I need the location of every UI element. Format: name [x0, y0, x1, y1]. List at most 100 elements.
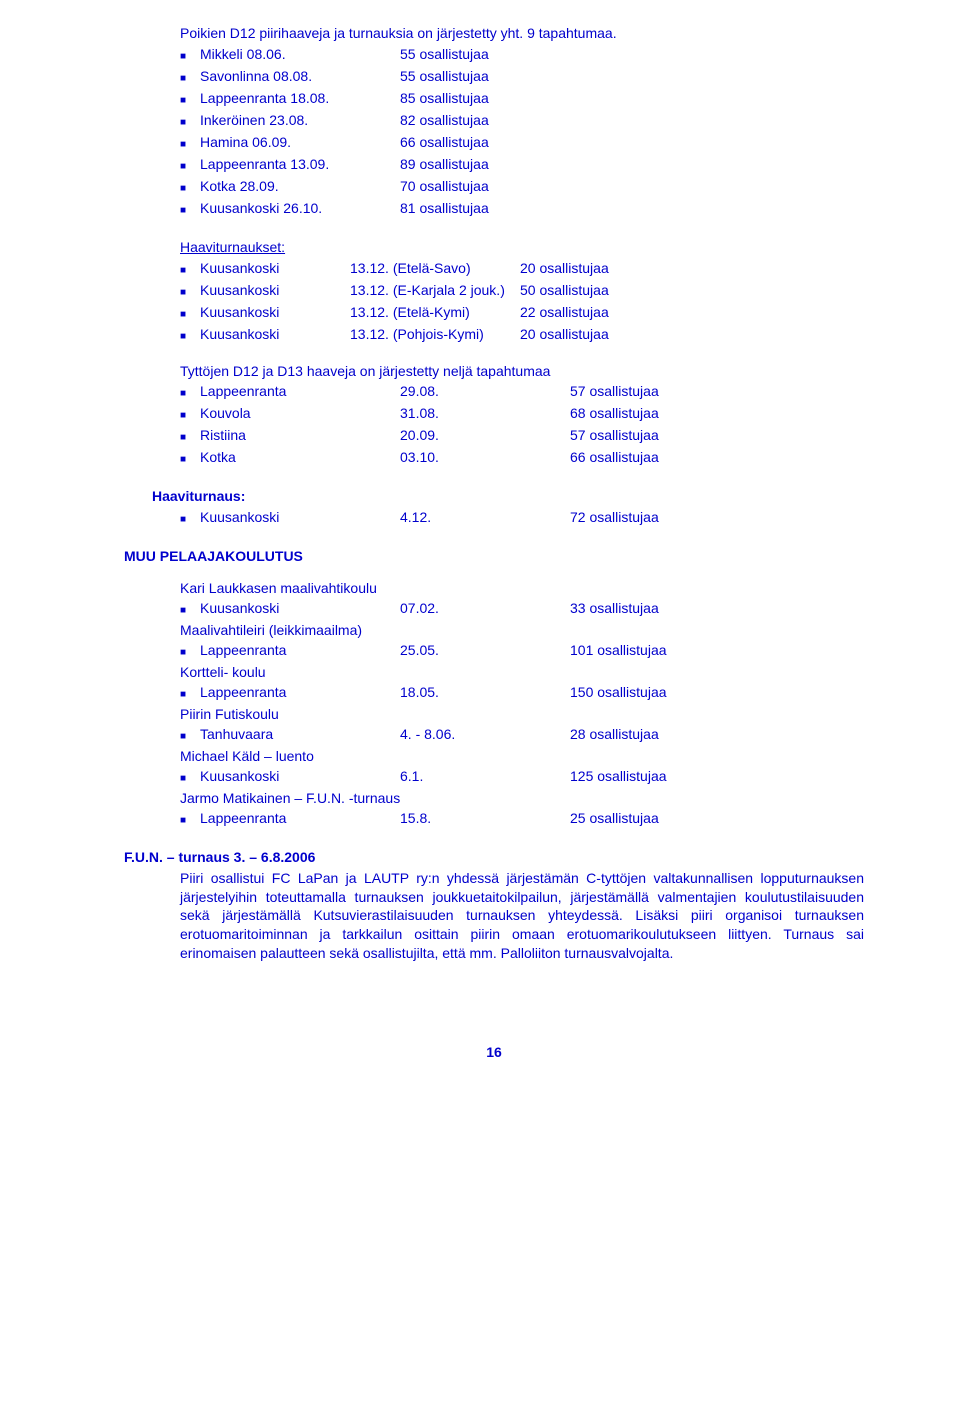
group-title: Kari Laukkasen maalivahtikoulu — [180, 579, 864, 598]
list-item: ■Kuusankoski13.12. (Etelä-Kymi)22 osalli… — [180, 303, 864, 324]
row-col1: Kuusankoski — [200, 508, 400, 527]
row-right: 55 osallistujaa — [400, 67, 864, 86]
section3-intro: Tyttöjen D12 ja D13 haaveja on järjestet… — [180, 362, 864, 381]
bullet-icon: ■ — [180, 262, 200, 280]
list-item: ■Mikkeli 08.06.55 osallistujaa — [180, 45, 864, 66]
bullet-icon: ■ — [180, 644, 200, 662]
row-col1: Kouvola — [200, 404, 400, 423]
row-col3: 22 osallistujaa — [520, 303, 864, 322]
row-left: Savonlinna 08.08. — [200, 67, 400, 86]
section2-rows: ■Kuusankoski13.12. (Etelä-Savo)20 osalli… — [180, 259, 864, 346]
list-item: ■Kuusankoski07.02.33 osallistujaa — [180, 599, 864, 620]
bullet-icon: ■ — [180, 429, 200, 447]
section3-rows: ■Lappeenranta29.08.57 osallistujaa■Kouvo… — [180, 382, 864, 469]
list-item: ■Lappeenranta15.8.25 osallistujaa — [180, 809, 864, 830]
list-item: ■Kuusankoski6.1.125 osallistujaa — [180, 767, 864, 788]
row-right: 82 osallistujaa — [400, 111, 864, 130]
list-item: ■Kuusankoski13.12. (E-Karjala 2 jouk.)50… — [180, 281, 864, 302]
row-col1: Kuusankoski — [200, 303, 350, 322]
row-col2: 6.1. — [400, 767, 570, 786]
bullet-icon: ■ — [180, 180, 200, 198]
list-item: ■Kuusankoski13.12. (Etelä-Savo)20 osalli… — [180, 259, 864, 280]
row-col3: 101 osallistujaa — [570, 641, 864, 660]
row-col1: Lappeenranta — [200, 641, 400, 660]
row-right: 85 osallistujaa — [400, 89, 864, 108]
section1-intro: Poikien D12 piirihaaveja ja turnauksia o… — [180, 24, 864, 43]
section4-heading: Haaviturnaus: — [152, 487, 864, 506]
row-col3: 33 osallistujaa — [570, 599, 864, 618]
row-col2: 29.08. — [400, 382, 570, 401]
row-col2: 4. - 8.06. — [400, 725, 570, 744]
list-item: ■Lappeenranta29.08.57 osallistujaa — [180, 382, 864, 403]
bullet-icon: ■ — [180, 385, 200, 403]
row-col3: 125 osallistujaa — [570, 767, 864, 786]
group-title: Kortteli- koulu — [180, 663, 864, 682]
row-col2: 13.12. (E-Karjala 2 jouk.) — [350, 281, 520, 300]
bullet-icon: ■ — [180, 812, 200, 830]
bullet-icon: ■ — [180, 92, 200, 110]
list-item: ■Hamina 06.09.66 osallistujaa — [180, 133, 864, 154]
row-col1: Kuusankoski — [200, 281, 350, 300]
group-rows: ■Kuusankoski6.1.125 osallistujaa — [180, 767, 864, 788]
list-item: ■Kuusankoski4.12.72 osallistujaa — [180, 508, 864, 529]
list-item: ■Lappeenranta18.05.150 osallistujaa — [180, 683, 864, 704]
bullet-icon: ■ — [180, 48, 200, 66]
row-col3: 57 osallistujaa — [570, 382, 864, 401]
row-col3: 68 osallistujaa — [570, 404, 864, 423]
row-col1: Lappeenranta — [200, 683, 400, 702]
row-col3: 66 osallistujaa — [570, 448, 864, 467]
section1-rows: ■Mikkeli 08.06.55 osallistujaa■Savonlinn… — [180, 45, 864, 220]
bullet-icon: ■ — [180, 70, 200, 88]
section5-heading: MUU PELAAJAKOULUTUS — [124, 547, 864, 566]
row-right: 81 osallistujaa — [400, 199, 864, 218]
row-col3: 150 osallistujaa — [570, 683, 864, 702]
bullet-icon: ■ — [180, 328, 200, 346]
row-col2: 31.08. — [400, 404, 570, 423]
row-col3: 28 osallistujaa — [570, 725, 864, 744]
group-title: Maalivahtileiri (leikkimaailma) — [180, 621, 864, 640]
bullet-icon: ■ — [180, 728, 200, 746]
bullet-icon: ■ — [180, 686, 200, 704]
row-col1: Tanhuvaara — [200, 725, 400, 744]
group-title: Michael Käld – luento — [180, 747, 864, 766]
row-col3: 72 osallistujaa — [570, 508, 864, 527]
list-item: ■Lappeenranta 13.09.89 osallistujaa — [180, 155, 864, 176]
group-rows: ■Lappeenranta18.05.150 osallistujaa — [180, 683, 864, 704]
row-col1: Lappeenranta — [200, 382, 400, 401]
row-col2: 03.10. — [400, 448, 570, 467]
bullet-icon: ■ — [180, 202, 200, 220]
row-left: Kotka 28.09. — [200, 177, 400, 196]
row-left: Kuusankoski 26.10. — [200, 199, 400, 218]
bullet-icon: ■ — [180, 284, 200, 302]
bullet-icon: ■ — [180, 770, 200, 788]
row-col3: 20 osallistujaa — [520, 325, 864, 344]
list-item: ■Tanhuvaara4. - 8.06.28 osallistujaa — [180, 725, 864, 746]
group-rows: ■Kuusankoski07.02.33 osallistujaa — [180, 599, 864, 620]
section2-heading: Haaviturnaukset: — [180, 238, 864, 257]
row-col1: Ristiina — [200, 426, 400, 445]
row-col3: 57 osallistujaa — [570, 426, 864, 445]
bullet-icon: ■ — [180, 511, 200, 529]
bullet-icon: ■ — [180, 306, 200, 324]
row-col2: 13.12. (Pohjois-Kymi) — [350, 325, 520, 344]
list-item: ■Inkeröinen 23.08.82 osallistujaa — [180, 111, 864, 132]
list-item: ■Savonlinna 08.08.55 osallistujaa — [180, 67, 864, 88]
bullet-icon: ■ — [180, 451, 200, 469]
group-title: Jarmo Matikainen – F.U.N. -turnaus — [180, 789, 864, 808]
list-item: ■Lappeenranta25.05.101 osallistujaa — [180, 641, 864, 662]
row-left: Lappeenranta 18.08. — [200, 89, 400, 108]
list-item: ■Lappeenranta 18.08.85 osallistujaa — [180, 89, 864, 110]
row-right: 70 osallistujaa — [400, 177, 864, 196]
row-col3: 20 osallistujaa — [520, 259, 864, 278]
bullet-icon: ■ — [180, 136, 200, 154]
list-item: ■Kotka 28.09.70 osallistujaa — [180, 177, 864, 198]
group-title: Piirin Futiskoulu — [180, 705, 864, 724]
row-col2: 13.12. (Etelä-Kymi) — [350, 303, 520, 322]
bullet-icon: ■ — [180, 407, 200, 425]
group-rows: ■Tanhuvaara4. - 8.06.28 osallistujaa — [180, 725, 864, 746]
row-col3: 50 osallistujaa — [520, 281, 864, 300]
page: Poikien D12 piirihaaveja ja turnauksia o… — [0, 0, 960, 1422]
row-col2: 13.12. (Etelä-Savo) — [350, 259, 520, 278]
row-col1: Kuusankoski — [200, 259, 350, 278]
row-left: Mikkeli 08.06. — [200, 45, 400, 64]
